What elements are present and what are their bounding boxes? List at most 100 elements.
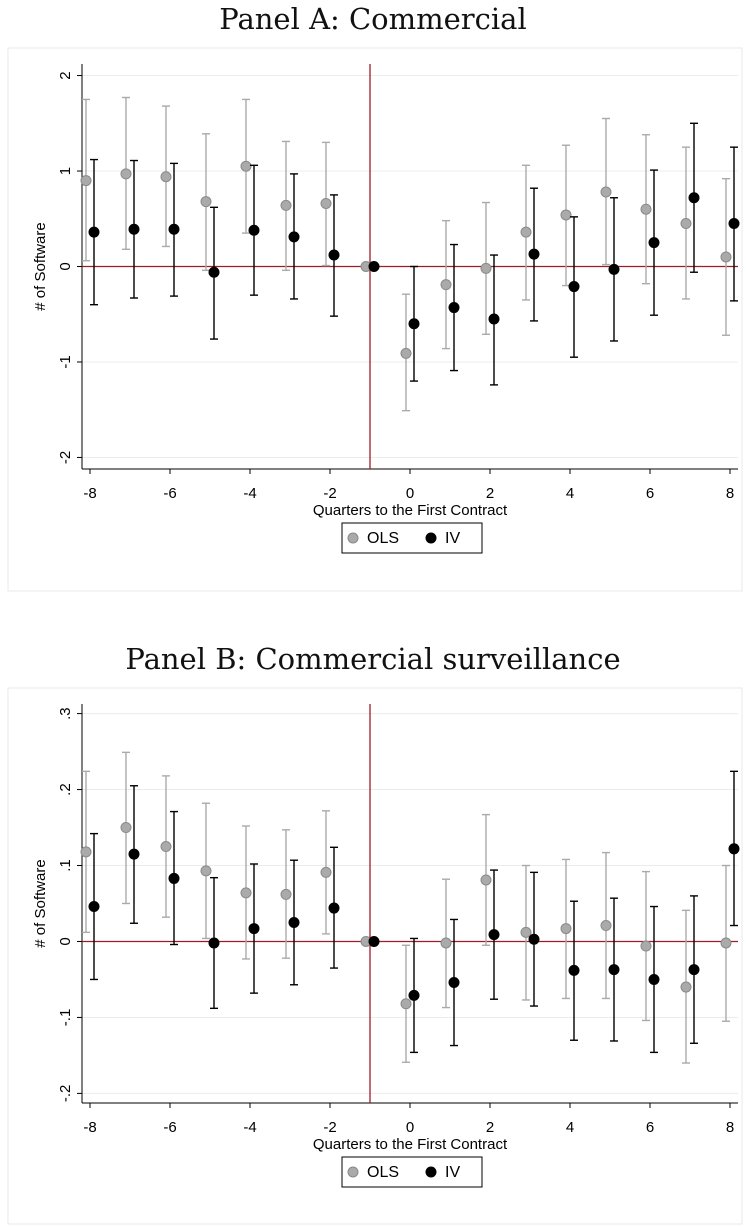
panel-b-x-tick-label: 6 [646,1119,654,1136]
panel-b-iv-point [608,964,620,976]
panel-b-x-tick-label: -8 [83,1119,96,1136]
panel-b-ols-point [520,926,532,938]
panel-a-iv-point [88,226,100,238]
panel-b-x-tick-label: -6 [163,1119,176,1136]
panel-b-iv-point [168,872,180,884]
panel-a-ols-point [400,347,412,359]
panel-b-iv-point [528,933,540,945]
panel-b-iv-point [288,916,300,928]
panel-a-iv-point [608,263,620,275]
panel-a-chart: -2 -1 0 1 2 -8 -6 -4 -2 0 2 4 6 8 Quarters to the Firs… [7,47,743,592]
panel-b-iv-point [408,989,420,1001]
panel-b-iv-point [248,923,260,935]
panel-a-ols-point [280,199,292,211]
panel-a-ols-point [240,160,252,172]
panel-b-chart: -.2 -.1 0 .1 .2 .3 -8 -6 -4 -2 0 2 4 6 8 Quarters to th… [7,687,743,1225]
panel-a-iv-point [368,261,380,272]
panel-b-legend-iv-label: IV [445,1164,460,1181]
panel-b-iv-point [88,901,100,913]
panel-a-ols-point [120,168,132,180]
panel-b-iv-point [328,902,340,914]
panel-a-iv-point [568,281,580,293]
panel-a-iv-point [528,248,540,260]
panel-b-x-tick-label: 0 [406,1119,414,1136]
panel-b-ols-point [560,923,572,935]
panel-a-x-tick-label: -8 [83,485,96,502]
panel-a-x-tick-label: 0 [406,485,414,502]
panel-a-iv-point [408,318,420,330]
panel-b-x-tick-label: -4 [243,1119,256,1136]
panel-a-ols-point [640,203,652,215]
panel-b-iv-point [688,964,700,976]
panel-a-iv-point [648,237,660,249]
panel-b-legend-ols-label: OLS [367,1164,399,1181]
panel-a-title: Panel A: Commercial [219,2,527,36]
panel-a-ols-point [200,196,212,208]
panel-b-ols-point [320,866,332,878]
panel-b-ols-point [640,940,652,952]
panel-b-iv-point [568,964,580,976]
panel-b-ols-point [400,998,412,1010]
panel-a-iv-point [488,313,500,325]
panel-b-x-tick-label: 2 [486,1119,494,1136]
panel-a-y-tick-label: -2 [57,451,74,464]
panel-b-ols-point [480,874,492,886]
panel-a-x-tick-label: 2 [486,485,494,502]
panel-a-iv-point [328,249,340,261]
panel-b-legend-box [341,1156,483,1188]
panel-a-iv-point [728,218,740,230]
panel-b-iv-point [448,977,460,988]
panel-b-ols-point [200,865,212,877]
panel-a-iv-point [208,266,220,278]
panel-a-ols-point [480,262,492,274]
panel-b-y-tick-label: -.1 [57,1009,74,1027]
panel-b-frame [7,687,743,1225]
panel-b-ols-point [720,937,732,949]
panel-a-iv-point [168,223,180,235]
panel-b-ols-point [80,846,92,858]
panel-a-ols-point [80,175,92,187]
panel-a-y-tick-label: 2 [57,71,74,79]
panel-a-y-tick-label: 0 [57,262,74,270]
panel-b-ols-point [280,888,292,900]
panel-a-ols-point [680,218,692,230]
panel-a-iv-point [448,302,460,314]
panel-b-ols-point [600,920,612,932]
panel-a-x-axis-title: Quarters to the First Contract [313,502,508,519]
panel-a-ols-point [520,226,532,238]
panel-a-ols-point [600,186,612,198]
panel-a-ols-point [160,171,172,183]
panel-a-legend-iv-label: IV [445,530,460,547]
panel-a-legend-box [341,522,483,554]
panel-a-ols-point [440,279,452,291]
panel-b-iv-point [208,937,220,949]
panel-b-ols-point [120,822,132,834]
panel-b-iv-point [368,935,380,947]
panel-b-y-tick-label: .2 [57,783,74,796]
panel-a-y-axis-title: # of Software [32,222,49,310]
panel-b-ols-point [680,981,692,993]
panel-a-ols-point [560,209,572,221]
panel-a-x-tick-label: 8 [726,485,734,502]
panel-a-y-tick-label: 1 [57,167,74,175]
panel-a-x-tick-label: -6 [163,485,176,502]
panel-b-legend-iv-marker [425,1166,437,1178]
panel-a-legend-iv-marker [425,532,437,544]
panel-b-legend-ols-marker [347,1166,359,1178]
panel-a-x-tick-label: -2 [323,485,336,502]
panel-b-ols-point [240,887,252,899]
panel-a-legend-ols-label: OLS [367,530,399,547]
panel-b-y-tick-label: .1 [57,859,74,872]
panel-b-title: Panel B: Commercial surveillance [125,642,621,676]
panel-a-legend-ols-marker [347,532,359,544]
panel-b-ols-point [440,937,452,949]
panel-a-iv-point [688,192,700,204]
panel-a-x-tick-label: 6 [646,485,654,502]
panel-a-y-tick-label: -1 [57,355,74,368]
panel-b-y-tick-label: .3 [57,707,74,720]
panel-a-iv-point [248,224,260,236]
panel-a-x-tick-label: -4 [243,485,256,502]
panel-a-iv-point [288,231,300,243]
panel-b-ols-point [160,841,172,853]
panel-b-y-axis-title: # of Software [32,859,49,947]
